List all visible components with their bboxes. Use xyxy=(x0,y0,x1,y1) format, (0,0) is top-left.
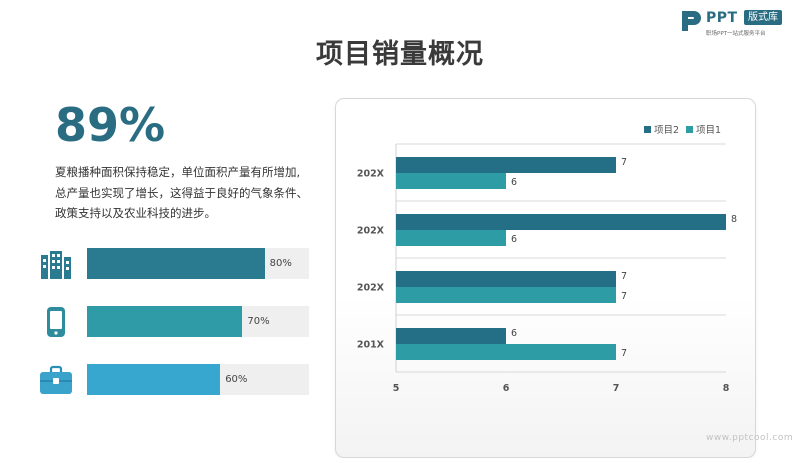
bar xyxy=(396,287,616,303)
legend-swatch xyxy=(644,126,651,133)
building-icon xyxy=(41,251,71,279)
stat-bar-track: 60% xyxy=(87,364,309,395)
description-line: 总产量也实现了增长，这得益于良好的气象条件、 xyxy=(55,185,308,200)
bar xyxy=(396,214,726,230)
data-label: 7 xyxy=(621,291,627,302)
data-label: 6 xyxy=(511,177,517,188)
bar xyxy=(396,271,616,287)
description-line: 夏粮播种面积保持稳定，单位面积产量有所增加, xyxy=(55,165,301,179)
stat-bar-track: 80% xyxy=(87,248,309,279)
bar xyxy=(396,328,506,344)
category-label: 202X xyxy=(357,169,385,180)
briefcase-icon xyxy=(40,365,72,394)
data-label: 7 xyxy=(621,157,627,168)
x-tick-label: 5 xyxy=(393,383,400,394)
category-label: 201X xyxy=(357,340,385,351)
logo-badge: 版式库 xyxy=(744,10,782,25)
stat-bar-label: 60% xyxy=(225,374,248,385)
category-label: 202X xyxy=(357,283,385,294)
brand-logo: PPT 版式库 职场PPT一站式服务平台 xyxy=(680,9,794,37)
legend-swatch xyxy=(686,126,693,133)
data-label: 8 xyxy=(731,214,737,225)
stat-bar-label: 70% xyxy=(247,316,270,327)
description-line: 政策支持以及农业科技的进步。 xyxy=(55,206,216,220)
stat-bar-fill xyxy=(87,306,243,337)
bar xyxy=(396,344,616,360)
bar xyxy=(396,230,506,246)
data-label: 6 xyxy=(511,234,517,245)
stat-bar-fill xyxy=(87,364,221,395)
tablet-icon xyxy=(47,307,65,337)
stat-bar-fill xyxy=(87,248,265,279)
data-label: 6 xyxy=(511,328,517,339)
category-label: 202X xyxy=(357,226,385,237)
watermark: www.pptcool.com xyxy=(706,433,794,443)
x-tick-label: 7 xyxy=(613,383,620,394)
legend-label: 项目2 xyxy=(654,125,679,136)
x-tick-label: 6 xyxy=(503,383,510,394)
bar xyxy=(396,173,506,189)
bar xyxy=(396,157,616,173)
headline-percent: 89% xyxy=(55,98,166,152)
description: 夏粮播种面积保持稳定，单位面积产量有所增加, 总产量也实现了增长，这得益于良好的… xyxy=(55,162,345,224)
bar-chart: 202X 7 6 202X 8 6 202X 7 7 201X 6 7 5 6 7 8 项目2 项目1 xyxy=(357,125,737,394)
data-label: 7 xyxy=(621,271,627,282)
chart-panel: 202X 7 6 202X 8 6 202X 7 7 201X 6 7 5 6 7 8 项目2 项目1 xyxy=(335,98,756,458)
logo-text: PPT xyxy=(706,10,738,26)
legend-label: 项目1 xyxy=(696,125,721,136)
page-title: 项目销量概况 xyxy=(316,39,484,70)
logo-p-icon xyxy=(682,11,701,31)
stat-bar-label: 80% xyxy=(269,258,292,269)
x-tick-label: 8 xyxy=(723,383,730,394)
logo-subtitle: 职场PPT一站式服务平台 xyxy=(706,31,766,37)
stat-bar-track: 70% xyxy=(87,306,309,337)
data-label: 7 xyxy=(621,348,627,359)
